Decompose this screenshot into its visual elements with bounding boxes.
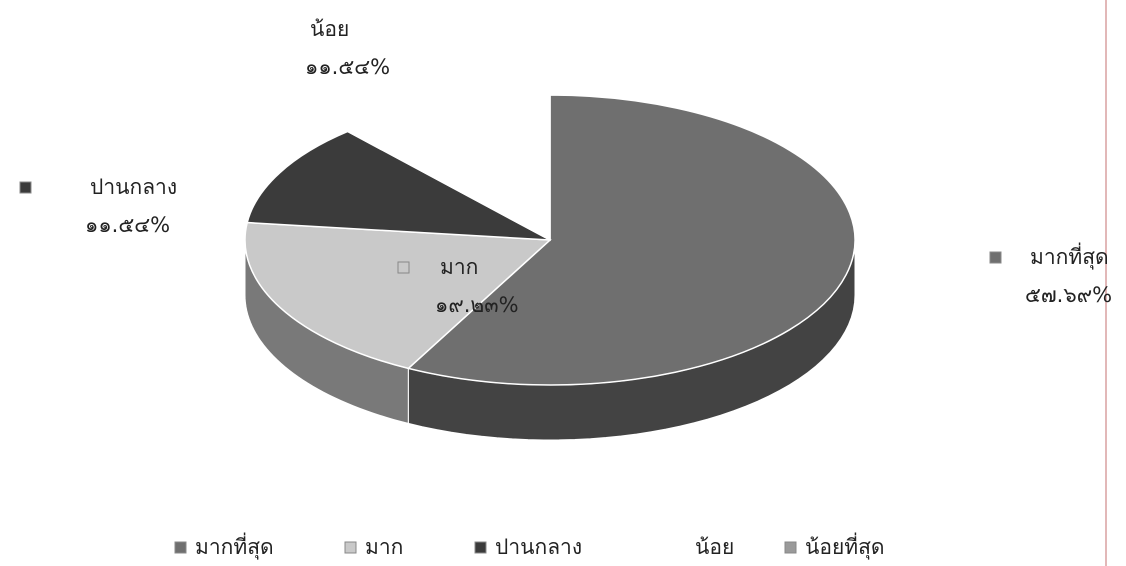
slice [246, 130, 551, 241]
legend-label: ปานกลาง [495, 535, 582, 559]
data-label-name: ปานกลาง [90, 175, 177, 199]
slice [244, 221, 552, 370]
data-label-value: ๑๑.๕๔% [85, 213, 170, 237]
label-marker [989, 251, 1002, 264]
legend-label: น้อย [695, 535, 734, 559]
legend-label: มากที่สุด [195, 532, 274, 560]
label-marker [397, 261, 410, 274]
legend-marker [674, 541, 687, 554]
label-marker [19, 181, 32, 194]
data-label-value: ๑๑.๕๔% [305, 55, 390, 79]
data-label-name: น้อย [310, 17, 349, 41]
data-label-name: มากที่สุด [1030, 242, 1109, 270]
legend-marker [474, 541, 487, 554]
data-label-value: ๕๗.๖๙% [1025, 283, 1112, 307]
slice [406, 94, 856, 386]
data-label-name: มาก [440, 255, 478, 279]
legend-marker [174, 541, 187, 554]
data-label-value: ๑๙.๒๓% [435, 293, 519, 317]
slice [345, 94, 551, 242]
legend-marker [344, 541, 357, 554]
legend-label: มาก [365, 535, 403, 559]
legend-marker [784, 541, 797, 554]
legend-label: น้อยที่สุด [805, 532, 885, 560]
